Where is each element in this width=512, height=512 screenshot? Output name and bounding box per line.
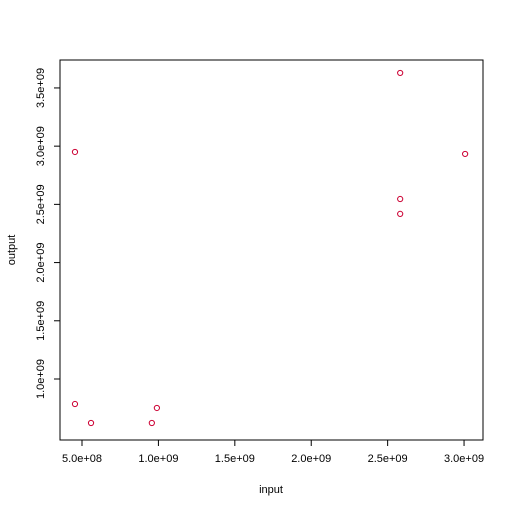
point	[462, 150, 469, 158]
x-tick-label: 2.5e+09	[368, 453, 408, 465]
point	[153, 404, 160, 412]
y-tick-label: 2.0e+09	[35, 243, 47, 283]
y-tick-label: 1.0e+09	[35, 359, 47, 399]
x-tick-label: 3.0e+09	[444, 453, 484, 465]
y-tick-label: 3.0e+09	[35, 126, 47, 166]
x-tick-label: 5.0e+08	[62, 453, 102, 465]
point	[148, 419, 155, 427]
x-axis-label: input	[259, 484, 283, 496]
point	[397, 69, 404, 77]
y-tick-label: 1.5e+09	[35, 301, 47, 341]
point	[397, 210, 404, 218]
y-tick-label: 2.5e+09	[35, 184, 47, 224]
point	[71, 148, 79, 156]
point	[87, 419, 95, 427]
point	[71, 400, 79, 408]
y-axis-label: output	[6, 235, 18, 266]
x-tick-label: 1.5e+09	[215, 453, 255, 465]
plot-box	[59, 59, 484, 441]
x-tick-label: 1.0e+09	[138, 453, 178, 465]
y-tick-label: 3.5e+09	[35, 68, 47, 108]
point	[397, 195, 404, 203]
x-tick-label: 2.0e+09	[291, 453, 331, 465]
